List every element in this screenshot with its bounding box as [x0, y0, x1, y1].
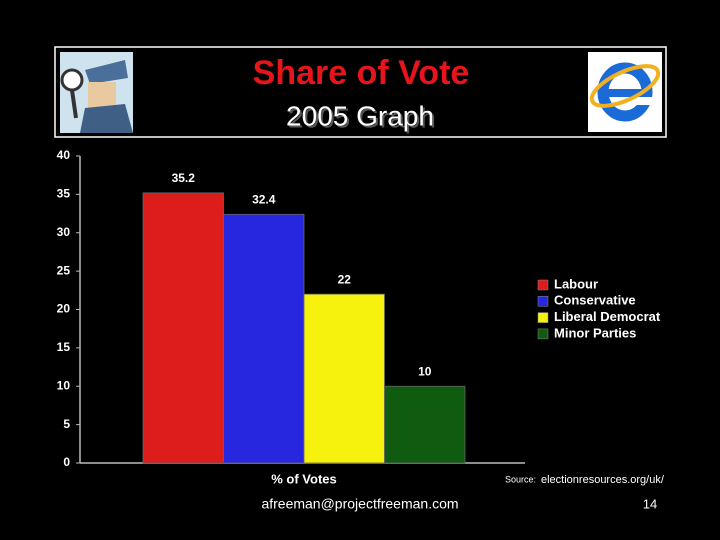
y-tick-label: 10 — [57, 378, 71, 392]
y-tick-label: 5 — [63, 417, 70, 431]
browser-icon — [588, 52, 662, 132]
bar — [384, 385, 466, 464]
value-label: 32.4 — [252, 193, 276, 207]
bar — [303, 293, 385, 464]
y-tick-label: 40 — [57, 148, 71, 162]
page-number: 14 — [643, 496, 657, 511]
value-label: 35.2 — [172, 171, 196, 185]
legend-label: Labour — [554, 276, 598, 291]
bar — [223, 213, 305, 464]
value-label: 10 — [418, 364, 432, 378]
legend-label: Conservative — [554, 293, 636, 308]
legend-label: Minor Parties — [554, 325, 636, 340]
value-label: 22 — [338, 272, 352, 286]
source: electionresources.org/uk/ — [541, 474, 665, 486]
footer: afreeman@projectfreeman.com — [261, 496, 458, 512]
y-tick-label: 15 — [57, 340, 71, 354]
source-label: Source: — [505, 474, 536, 484]
x-tick-label: % of Votes — [271, 471, 337, 486]
y-tick-label: 30 — [57, 225, 71, 239]
legend-swatch — [537, 328, 549, 340]
y-tick-label: 25 — [57, 263, 71, 277]
legend-swatch — [537, 279, 549, 291]
y-tick-label: 20 — [57, 302, 71, 316]
bar — [142, 192, 224, 464]
subtitle-shadow: 2005 Graph — [288, 102, 436, 133]
legend-swatch — [537, 312, 549, 323]
legend-label: Liberal Democrat — [554, 309, 661, 324]
chart-title: Share of Vote — [253, 54, 470, 92]
header-box — [54, 46, 667, 138]
legend-swatch — [537, 296, 549, 307]
detective-icon — [60, 52, 133, 133]
y-tick-label: 35 — [57, 187, 71, 201]
chart-subtitle: 2005 Graph — [286, 100, 434, 131]
y-tick-label: 0 — [63, 455, 70, 469]
